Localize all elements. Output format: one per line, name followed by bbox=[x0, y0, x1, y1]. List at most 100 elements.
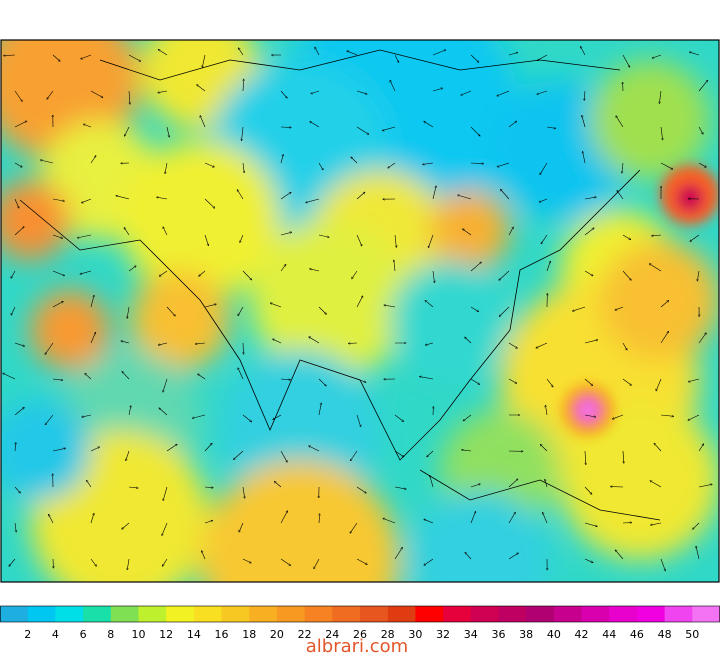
wind-arrow bbox=[90, 332, 96, 344]
wind-arrow bbox=[318, 234, 329, 237]
colorbar-swatch bbox=[664, 606, 693, 622]
wind-arrow bbox=[470, 484, 480, 488]
wind-arrow bbox=[14, 162, 22, 167]
wind-arrow bbox=[424, 519, 434, 524]
wind-arrow bbox=[541, 234, 548, 244]
wind-arrow bbox=[584, 270, 593, 276]
wind-arrow bbox=[126, 450, 130, 461]
wind-arrow bbox=[280, 90, 287, 98]
wind-arrow bbox=[690, 234, 700, 241]
wind-arrow bbox=[127, 306, 130, 318]
wind-arrow bbox=[128, 54, 141, 61]
wind-arrow bbox=[14, 342, 25, 346]
wind-arrow bbox=[508, 553, 518, 560]
wind-arrow bbox=[242, 270, 252, 280]
wind-arrow bbox=[615, 550, 624, 560]
wind-arrow bbox=[394, 414, 404, 421]
wind-arrow bbox=[622, 162, 624, 173]
wind-arrow bbox=[274, 481, 282, 488]
wind-arrow bbox=[470, 163, 484, 164]
wind-arrow bbox=[14, 486, 20, 493]
colorbar-tick-label: 16 bbox=[215, 628, 229, 641]
colorbar-swatch bbox=[221, 606, 250, 622]
wind-arrow bbox=[204, 443, 212, 452]
wind-arrow bbox=[470, 262, 481, 272]
wind-arrow bbox=[584, 197, 596, 200]
colorbar-swatch bbox=[553, 606, 583, 622]
wind-arrow bbox=[310, 269, 320, 272]
wind-arrow bbox=[14, 90, 22, 101]
wind-arrow bbox=[427, 450, 434, 457]
wind-arrow bbox=[82, 414, 92, 417]
wind-arrow bbox=[86, 480, 92, 488]
wind-arrow bbox=[280, 511, 288, 524]
wind-arrow bbox=[698, 333, 706, 344]
wind-arrow bbox=[652, 235, 662, 236]
colorbar-tick-label: 4 bbox=[52, 628, 59, 641]
wind-arrow bbox=[424, 558, 434, 565]
wind-arrow bbox=[159, 270, 168, 276]
wind-arrow bbox=[204, 198, 215, 208]
wind-arrow bbox=[508, 512, 515, 524]
wind-arrow bbox=[463, 229, 472, 236]
wind-arrow bbox=[470, 126, 480, 136]
colorbar-swatch bbox=[692, 606, 720, 622]
wind-arrow bbox=[499, 306, 510, 316]
wind-arrow bbox=[508, 342, 517, 348]
wind-arrow bbox=[390, 80, 396, 92]
wind-arrow bbox=[462, 450, 472, 452]
wind-arrow bbox=[11, 270, 16, 278]
wind-arrow bbox=[432, 88, 443, 92]
wind-arrow bbox=[584, 558, 593, 563]
colorbar-tick-label: 14 bbox=[187, 628, 201, 641]
wind-arrow bbox=[238, 306, 244, 316]
wind-arrow bbox=[356, 414, 361, 427]
wind-arrow bbox=[622, 270, 631, 280]
wind-arrow bbox=[508, 121, 517, 128]
wind-arrow bbox=[356, 234, 362, 246]
wind-arrow bbox=[128, 487, 138, 488]
wind-arrow bbox=[650, 481, 662, 488]
wind-arrow bbox=[463, 414, 472, 421]
wind-arrow bbox=[270, 303, 282, 308]
wind-arrow bbox=[356, 296, 363, 308]
wind-arrow bbox=[314, 558, 320, 569]
wind-arrow bbox=[356, 486, 366, 493]
wind-arrow bbox=[163, 227, 168, 236]
wind-arrow bbox=[90, 156, 96, 164]
colorbar-tick-label: 24 bbox=[325, 628, 339, 641]
wind-arrow bbox=[356, 126, 369, 134]
wind-arrow bbox=[508, 227, 513, 236]
wind-arrow bbox=[394, 547, 402, 560]
wind-arrow bbox=[508, 378, 517, 383]
wind-arrow bbox=[584, 522, 597, 526]
shade-blob bbox=[390, 260, 510, 380]
wind-arrow bbox=[432, 50, 446, 56]
wind-arrow bbox=[309, 446, 320, 452]
shade-blob bbox=[130, 270, 230, 370]
wind-arrow bbox=[197, 85, 206, 92]
wind-arrow bbox=[654, 443, 662, 452]
wind-arrow bbox=[660, 331, 669, 344]
wind-arrow bbox=[204, 487, 213, 488]
wind-arrow bbox=[540, 162, 548, 175]
wind-arrow bbox=[47, 90, 54, 99]
coastlines bbox=[19, 49, 661, 521]
wind-arrow bbox=[310, 122, 320, 128]
wind-arrow bbox=[580, 46, 586, 56]
wind-arrow bbox=[273, 339, 282, 344]
colorbar-tick-label: 32 bbox=[436, 628, 450, 641]
wind-arrow bbox=[163, 378, 168, 392]
wind-arrow bbox=[238, 48, 244, 56]
colorbar-tick-label: 6 bbox=[80, 628, 87, 641]
wind-arrow bbox=[546, 126, 556, 128]
colorbar-tick-label: 18 bbox=[242, 628, 256, 641]
wind-arrow bbox=[81, 54, 92, 59]
wind-arrow bbox=[85, 373, 92, 380]
colorbar-tick-label: 22 bbox=[298, 628, 312, 641]
wind-arrow bbox=[698, 126, 703, 134]
wind-arrow bbox=[45, 414, 54, 425]
wind-arrow bbox=[583, 151, 586, 164]
wind-arrow bbox=[11, 306, 16, 315]
